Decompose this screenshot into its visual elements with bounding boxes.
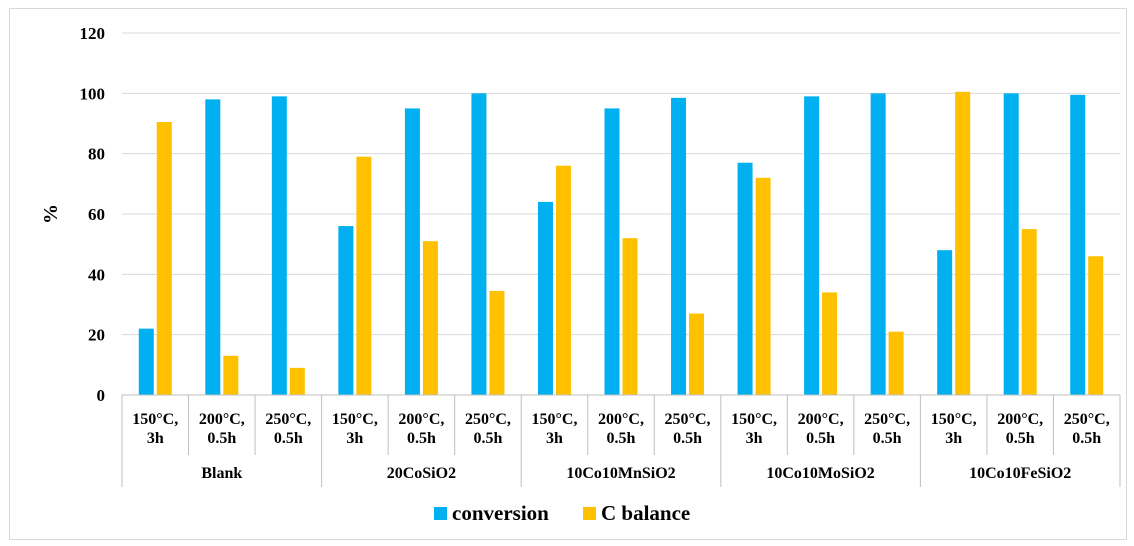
bar-conversion — [138, 328, 154, 395]
bar-conversion — [471, 93, 487, 395]
x-category-label: 3h — [346, 430, 363, 447]
bar-c-balance — [1088, 256, 1104, 395]
x-category-label: 250°C, — [665, 411, 711, 428]
bar-c-balance — [755, 177, 771, 395]
bar-c-balance — [489, 290, 505, 395]
x-category-label: 200°C, — [598, 411, 644, 428]
bar-c-balance — [1021, 229, 1037, 395]
bar-conversion — [737, 162, 753, 395]
x-category-labels: 150°C, 3h 200°C, 0.5h 250°C, 0.5h Blank 150°C, 3… — [132, 411, 1109, 482]
x-category-label: 0.5h — [407, 430, 436, 447]
legend-label: C balance — [601, 501, 690, 525]
y-tick-label: 100 — [80, 84, 106, 103]
x-category-label: 0.5h — [207, 430, 236, 447]
bar-conversion — [205, 99, 221, 395]
x-category-label: 0.5h — [473, 430, 502, 447]
gridlines — [122, 32, 1120, 336]
x-category-label: 150°C, — [132, 411, 178, 428]
bar-c-balance — [622, 238, 638, 395]
x-category-label: 0.5h — [1006, 430, 1035, 447]
bar-conversion — [404, 108, 420, 396]
x-category-label: 250°C, — [1064, 411, 1110, 428]
x-category-label: 0.5h — [1072, 430, 1101, 447]
bar-c-balance — [356, 156, 372, 395]
x-category-label: 0.5h — [806, 430, 835, 447]
y-tick-label: 0 — [97, 386, 106, 405]
x-group-label: 20CoSiO2 — [387, 465, 456, 482]
x-category-label: 250°C, — [465, 411, 511, 428]
axes — [121, 394, 1121, 487]
bar-conversion — [1003, 93, 1019, 395]
x-category-label: 0.5h — [274, 430, 303, 447]
y-tick-label: 40 — [88, 265, 105, 284]
bars — [138, 91, 1104, 396]
y-tick-label: 60 — [88, 205, 105, 224]
x-category-label: 200°C, — [997, 411, 1043, 428]
y-tick-label: 120 — [80, 24, 106, 43]
bar-c-balance — [156, 121, 172, 395]
x-category-label: 3h — [546, 430, 563, 447]
bar-c-balance — [223, 355, 239, 395]
x-category-label: 150°C, — [531, 411, 577, 428]
bar-c-balance — [888, 331, 904, 395]
bar-conversion — [271, 96, 287, 395]
bar-c-balance — [689, 313, 705, 395]
bar-conversion — [671, 97, 687, 395]
x-category-label: 150°C, — [931, 411, 977, 428]
legend-label: conversion — [452, 501, 549, 525]
x-group-label: 10Co10FeSiO2 — [969, 465, 1071, 482]
bar-conversion — [937, 250, 953, 395]
x-group-label: 10Co10MnSiO2 — [566, 465, 675, 482]
bar-conversion — [604, 108, 620, 396]
legend: conversion C balance — [434, 501, 690, 525]
bar-conversion — [804, 96, 820, 395]
x-category-label: 0.5h — [673, 430, 702, 447]
x-category-label: 3h — [147, 430, 164, 447]
bar-c-balance — [422, 241, 438, 395]
x-category-label: 250°C, — [265, 411, 311, 428]
x-category-label: 150°C, — [731, 411, 777, 428]
x-group-label: 10Co10MoSiO2 — [766, 465, 874, 482]
bar-c-balance — [955, 91, 971, 395]
legend-swatch — [583, 507, 596, 520]
x-category-label: 3h — [746, 430, 763, 447]
x-category-label: 200°C, — [398, 411, 444, 428]
x-group-label: Blank — [201, 465, 242, 482]
bar-conversion — [537, 201, 553, 395]
x-category-label: 250°C, — [864, 411, 910, 428]
bar-conversion — [338, 226, 354, 395]
x-category-label: 200°C, — [199, 411, 245, 428]
x-category-label: 0.5h — [607, 430, 636, 447]
x-category-label: 0.5h — [873, 430, 902, 447]
bar-c-balance — [289, 367, 305, 395]
bar-c-balance — [555, 165, 571, 395]
bar-conversion — [1070, 94, 1086, 395]
x-category-label: 3h — [945, 430, 962, 447]
bar-conversion — [870, 93, 886, 395]
x-category-label: 150°C, — [332, 411, 378, 428]
bar-c-balance — [822, 292, 838, 395]
y-axis-title: % — [40, 204, 62, 224]
legend-swatch — [434, 507, 447, 520]
y-tick-labels: 0 20 40 60 80 100 120 — [80, 24, 106, 405]
y-tick-label: 20 — [88, 326, 105, 345]
y-tick-label: 80 — [88, 145, 105, 164]
x-category-label: 200°C, — [798, 411, 844, 428]
